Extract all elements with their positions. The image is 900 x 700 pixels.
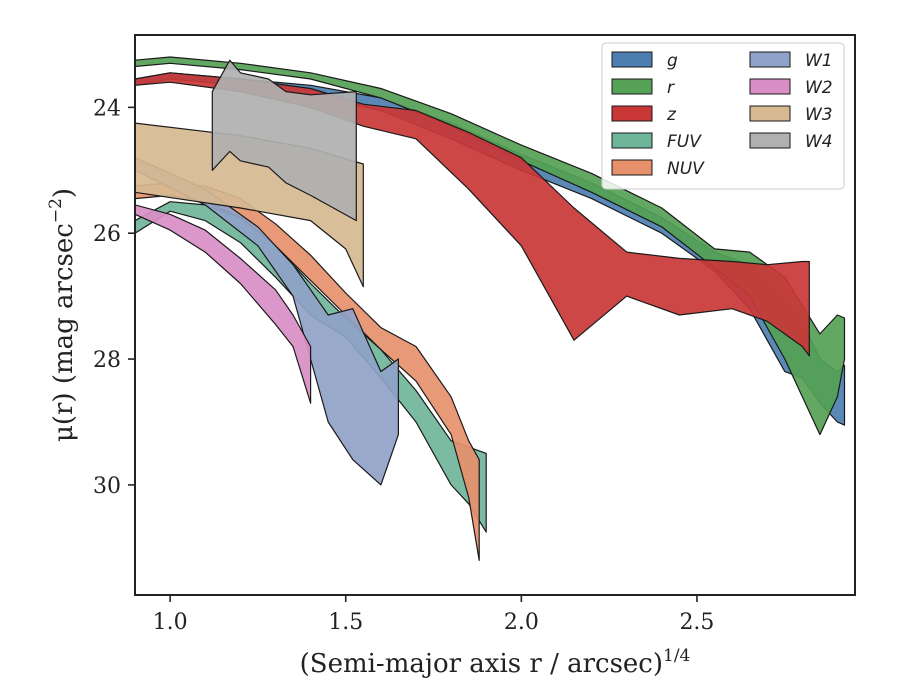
legend-swatch-r <box>611 78 653 95</box>
legend-swatch-w1 <box>749 51 791 68</box>
legend-swatch-fuv <box>611 132 653 149</box>
y-tick-label: 26 <box>93 222 121 247</box>
legend-label-fuv: FUV <box>667 132 702 152</box>
x-tick-label: 2.5 <box>679 610 714 635</box>
legend-label-w4: W4 <box>805 132 833 152</box>
y-tick-label: 28 <box>93 348 121 373</box>
legend-label-g: g <box>667 51 678 71</box>
legend-label-w3: W3 <box>805 105 833 125</box>
legend-swatch-z <box>611 105 653 122</box>
band-w4 <box>211 59 357 222</box>
legend-label-w1: W1 <box>805 51 833 71</box>
y-axis: 24 26 28 30 <box>93 96 135 499</box>
y-tick-label: 30 <box>93 474 121 499</box>
data-bands <box>135 56 846 562</box>
band-w1 <box>135 157 399 486</box>
x-tick-label: 2.0 <box>504 610 539 635</box>
x-tick-label: 1.5 <box>328 610 363 635</box>
x-tick-label: 1.0 <box>153 610 188 635</box>
plot-frame <box>134 34 856 596</box>
legend-label-z: z <box>666 105 677 125</box>
band-z <box>135 72 810 357</box>
legend-swatch-w2 <box>749 78 791 95</box>
legend: grz FUV NUV W1 W2 W3 W4 <box>601 42 845 190</box>
x-axis: 1.0 1.5 2.0 2.5 <box>153 595 714 635</box>
x-axis-label: (Semi-major axis r / arcsec)1/4 <box>300 646 691 679</box>
legend-swatch-nuv <box>611 159 653 176</box>
legend-label-w2: W2 <box>805 78 833 98</box>
legend-swatch-w3 <box>749 105 791 122</box>
y-axis-label: μ(r) (mag arcsec−2) <box>46 188 79 442</box>
legend-swatch-g <box>611 51 653 68</box>
band-r <box>135 56 846 436</box>
y-tick-label: 24 <box>93 96 121 121</box>
legend-label-nuv: NUV <box>667 159 705 179</box>
legend-label-r: r <box>667 78 675 98</box>
band-w2 <box>135 204 312 404</box>
legend-swatch-w4 <box>749 132 791 149</box>
